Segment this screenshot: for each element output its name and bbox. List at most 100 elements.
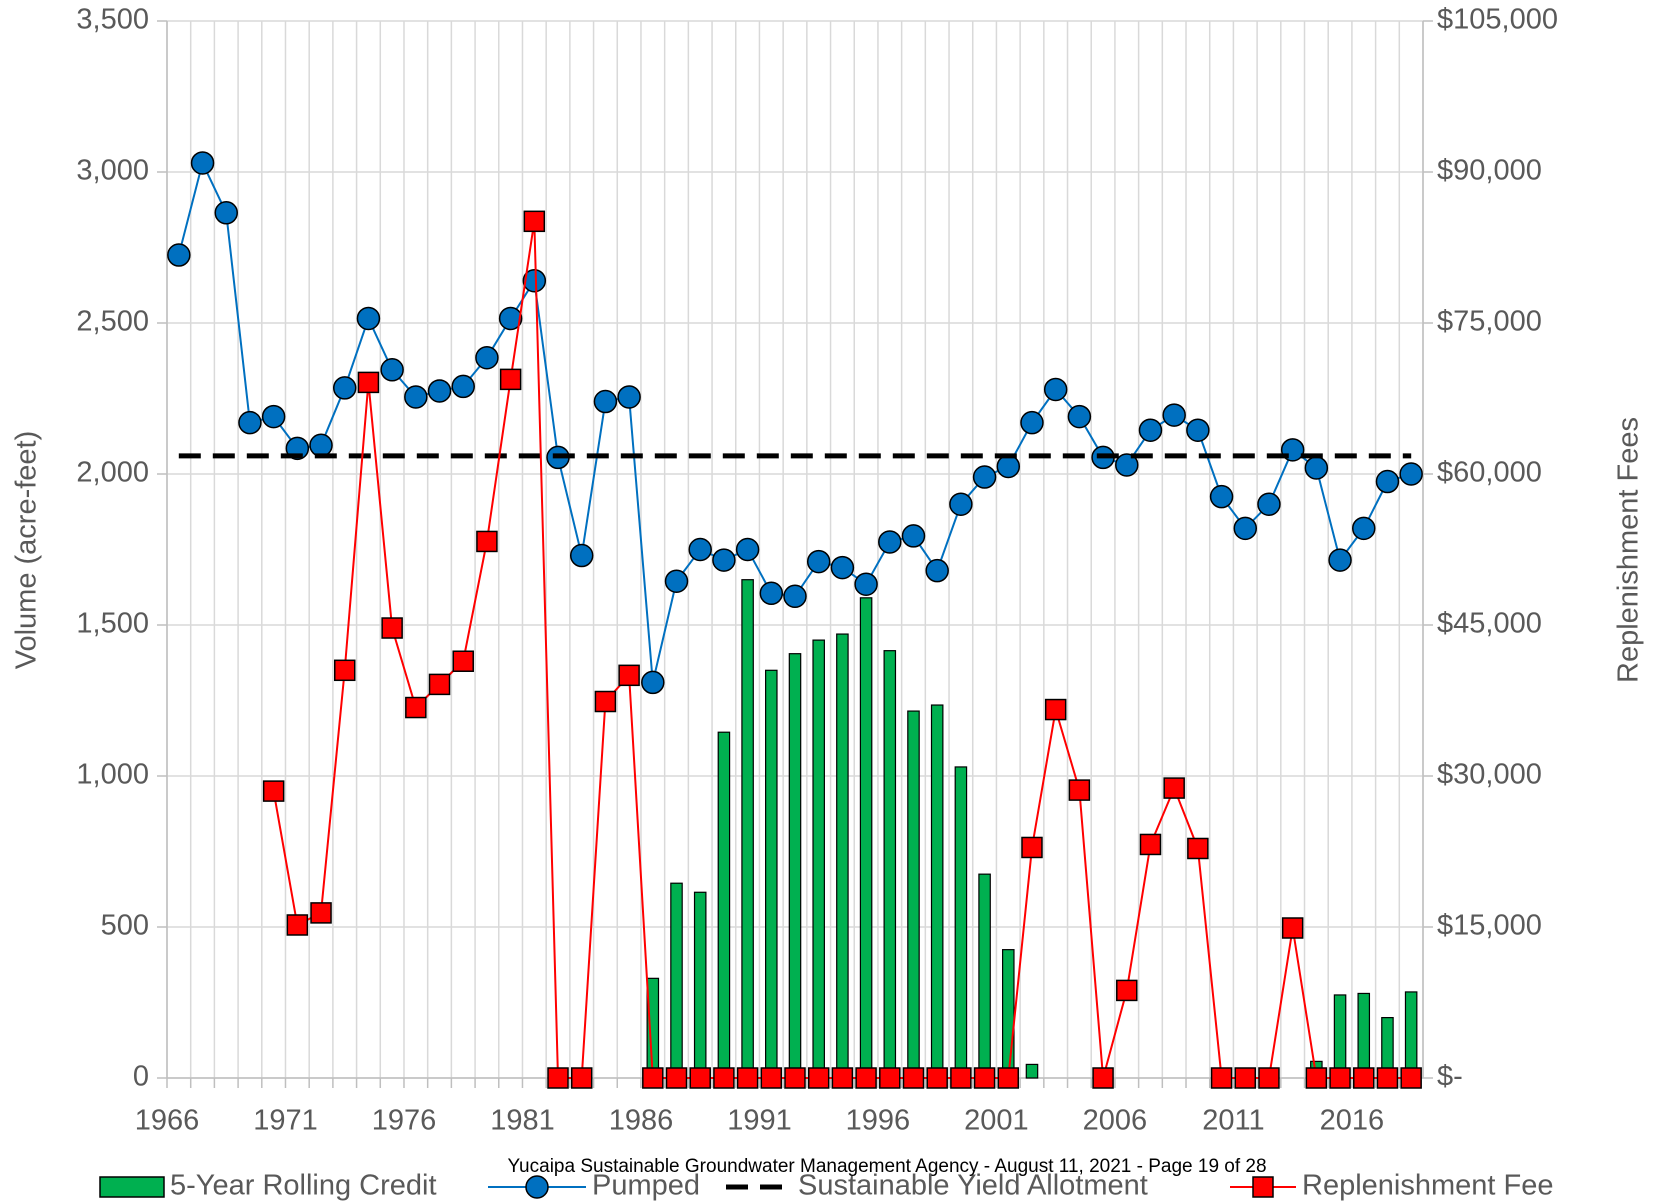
point bbox=[830, 555, 855, 580]
point bbox=[261, 404, 286, 429]
point bbox=[499, 368, 522, 391]
legend-label: Sustainable Yield Allotment bbox=[798, 1170, 1148, 1202]
bar bbox=[1404, 991, 1418, 1079]
bar bbox=[812, 639, 825, 1079]
point bbox=[902, 1067, 925, 1089]
point bbox=[878, 530, 902, 554]
point bbox=[498, 306, 523, 331]
bar bbox=[788, 653, 802, 1079]
point bbox=[475, 345, 499, 370]
point bbox=[1021, 836, 1043, 859]
bar bbox=[978, 873, 991, 1079]
y-tick-label: 3,500 bbox=[76, 4, 149, 36]
point bbox=[594, 690, 617, 713]
point bbox=[712, 548, 736, 572]
point bbox=[1281, 917, 1304, 939]
point bbox=[476, 530, 498, 553]
point bbox=[452, 650, 474, 672]
point bbox=[642, 1067, 664, 1089]
y2-axis-title: Replenishment Fees bbox=[1613, 417, 1645, 683]
point bbox=[1210, 1067, 1233, 1089]
point bbox=[1352, 516, 1376, 541]
point bbox=[688, 537, 712, 562]
point bbox=[1328, 548, 1352, 572]
point bbox=[1116, 979, 1138, 1002]
point bbox=[1068, 779, 1091, 801]
y2-tick-label: $- bbox=[1437, 1061, 1463, 1093]
x-tick-label: 2016 bbox=[1320, 1105, 1385, 1137]
point bbox=[570, 1067, 593, 1089]
point bbox=[879, 1067, 901, 1089]
x-tick-label: 1981 bbox=[490, 1105, 555, 1137]
y-tick-label: 0 bbox=[133, 1061, 149, 1093]
point bbox=[1329, 1067, 1351, 1089]
point bbox=[617, 385, 641, 409]
point bbox=[522, 268, 547, 293]
x-tick-label: 2001 bbox=[964, 1105, 1029, 1137]
point bbox=[405, 696, 427, 719]
y2-tick-label: $45,000 bbox=[1437, 608, 1542, 640]
point bbox=[925, 558, 949, 583]
legend-marker bbox=[1252, 1176, 1274, 1198]
point bbox=[901, 524, 926, 548]
bar bbox=[1333, 994, 1347, 1079]
y-tick-label: 2,000 bbox=[76, 457, 149, 489]
point bbox=[689, 1067, 711, 1089]
x-tick-label: 2011 bbox=[1202, 1105, 1264, 1137]
bar bbox=[883, 650, 897, 1079]
point bbox=[427, 379, 452, 403]
point bbox=[1186, 418, 1210, 442]
bar bbox=[693, 891, 707, 1079]
point bbox=[1234, 1067, 1257, 1089]
point bbox=[950, 1067, 972, 1089]
bar bbox=[765, 669, 778, 1079]
point bbox=[736, 1067, 759, 1089]
y2-tick-label: $30,000 bbox=[1437, 759, 1542, 791]
x-tick-label: 1991 bbox=[727, 1105, 792, 1137]
bar bbox=[1001, 949, 1015, 1079]
point bbox=[784, 1067, 806, 1089]
point bbox=[1375, 469, 1400, 494]
point bbox=[1187, 837, 1209, 860]
point bbox=[1376, 1067, 1399, 1089]
point bbox=[1162, 403, 1186, 427]
point bbox=[356, 306, 381, 331]
point bbox=[381, 617, 403, 639]
bar bbox=[741, 579, 754, 1079]
point bbox=[428, 673, 451, 696]
point bbox=[759, 581, 784, 606]
point bbox=[523, 210, 546, 233]
legend-label: 5-Year Rolling Credit bbox=[170, 1170, 437, 1202]
point bbox=[1044, 698, 1067, 721]
y-tick-label: 2,500 bbox=[76, 306, 149, 338]
point bbox=[854, 572, 878, 596]
bar bbox=[836, 633, 849, 1079]
point bbox=[451, 374, 475, 399]
point bbox=[806, 549, 831, 574]
point bbox=[973, 1067, 996, 1089]
point bbox=[664, 569, 689, 593]
y-tick-label: 3,000 bbox=[76, 155, 149, 187]
point bbox=[1400, 1067, 1422, 1089]
point bbox=[1115, 453, 1139, 477]
bar bbox=[930, 704, 944, 1079]
point bbox=[1304, 456, 1329, 480]
point bbox=[547, 1067, 569, 1089]
point bbox=[997, 1067, 1020, 1089]
point bbox=[262, 780, 285, 802]
point bbox=[831, 1067, 854, 1089]
x-tick-label: 1976 bbox=[372, 1105, 437, 1137]
bar bbox=[859, 597, 873, 1079]
bar bbox=[1025, 1063, 1039, 1079]
point bbox=[214, 201, 238, 225]
y2-tick-label: $60,000 bbox=[1437, 457, 1542, 489]
legend-marker bbox=[525, 1175, 549, 1199]
point bbox=[1233, 516, 1258, 541]
point bbox=[1092, 1067, 1114, 1089]
point bbox=[1258, 1067, 1280, 1089]
point bbox=[593, 389, 618, 414]
y2-tick-label: $105,000 bbox=[1437, 4, 1558, 36]
x-tick-label: 1986 bbox=[609, 1105, 674, 1137]
